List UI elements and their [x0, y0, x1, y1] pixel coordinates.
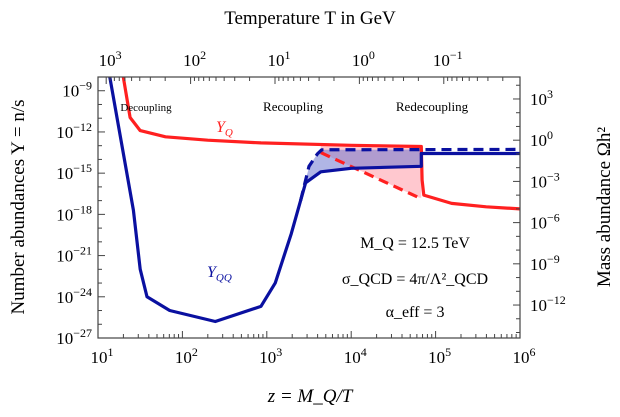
y-tick-label: 10−9 [62, 79, 92, 101]
y2-tick-label: 100 [530, 128, 553, 150]
x-axis-title: z = M_Q/T [267, 386, 354, 407]
y2-tick-label: 10−6 [530, 211, 560, 233]
y-tick-label: 10−15 [56, 161, 92, 183]
y2-tick-label: 10−12 [530, 293, 566, 315]
series-line-2 [108, 76, 520, 324]
tick-labels: 101 102 103 104 105 106 10−9 10−12 10−15 10−18 10−… [56, 48, 566, 367]
region-label-redecoupling: Redecoupling [396, 99, 469, 114]
series-label-yqq: YQQ [207, 264, 232, 284]
top-axis-title: Temperature T in GeV [224, 8, 396, 29]
x-tick-label: 104 [344, 345, 367, 367]
plot-frame [97, 76, 521, 339]
annotation-mass: M_Q = 12.5 TeV [360, 235, 470, 252]
annotation-sigma: σ_QCD = 4π/Λ²_QCD [342, 271, 488, 288]
y2-axis-title: Mass abundance Ωh² [594, 127, 615, 287]
y-tick-label: 10−27 [56, 326, 92, 348]
series-line-0 [121, 76, 521, 211]
y-tick-label: 10−24 [56, 285, 92, 307]
series-line-3 [299, 147, 521, 201]
series-label-yq: YQ [216, 119, 233, 139]
y-tick-label: 10−21 [56, 244, 92, 266]
x-tick-label: 101 [91, 345, 114, 367]
y-axis-title: Number abundances Y = n/s [8, 99, 29, 314]
x-tick-label: 105 [428, 345, 451, 367]
y-tick-label: 10−12 [56, 120, 92, 142]
region-label-recoupling: Recoupling [263, 99, 323, 114]
annotation-alpha: α_eff = 3 [386, 304, 445, 321]
y2-tick-label: 10−9 [530, 252, 560, 274]
y-tick-label: 10−18 [56, 202, 92, 224]
x-tick-label: 103 [259, 345, 282, 367]
blue-region [300, 149, 422, 201]
top-tick-label: 102 [183, 48, 206, 70]
axis-ticks [97, 76, 521, 339]
y2-tick-label: 10−3 [530, 169, 560, 191]
y2-tick-label: 103 [530, 87, 553, 109]
shaded-regions [300, 144, 422, 201]
x-tick-label: 102 [175, 345, 198, 367]
region-label-decoupling: Decoupling [120, 102, 172, 114]
x-tick-label: 106 [513, 345, 536, 367]
curves [108, 76, 521, 324]
top-tick-label: 100 [352, 48, 375, 70]
top-tick-label: 103 [99, 48, 122, 70]
top-tick-label: 10−1 [433, 48, 463, 70]
series-line-1 [320, 151, 421, 200]
top-tick-label: 101 [267, 48, 290, 70]
